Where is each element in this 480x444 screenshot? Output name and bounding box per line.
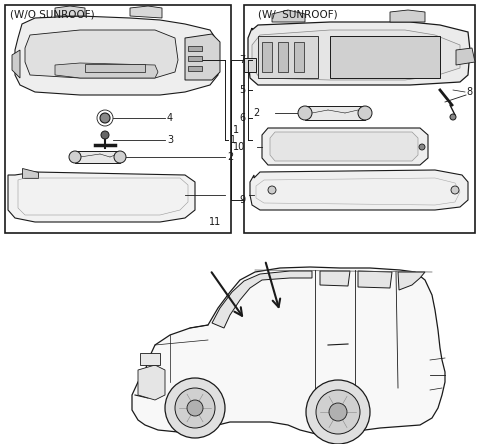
- Polygon shape: [25, 30, 178, 78]
- Polygon shape: [22, 168, 38, 178]
- Polygon shape: [130, 6, 162, 18]
- Polygon shape: [248, 22, 470, 85]
- Text: 10: 10: [233, 142, 245, 152]
- Polygon shape: [252, 30, 460, 80]
- Circle shape: [329, 403, 347, 421]
- Polygon shape: [55, 63, 158, 78]
- Bar: [188, 56, 202, 61]
- Circle shape: [187, 400, 203, 416]
- Circle shape: [165, 378, 225, 438]
- Polygon shape: [132, 267, 445, 435]
- Text: 1: 1: [233, 125, 239, 135]
- Text: 6: 6: [239, 113, 245, 123]
- Polygon shape: [390, 10, 425, 22]
- Polygon shape: [15, 16, 218, 95]
- Polygon shape: [12, 50, 20, 78]
- Text: 11: 11: [209, 217, 221, 227]
- Text: 3: 3: [167, 135, 173, 145]
- Circle shape: [268, 186, 276, 194]
- Bar: [330, 36, 440, 78]
- Polygon shape: [55, 6, 85, 16]
- Text: 2: 2: [253, 108, 259, 118]
- Polygon shape: [250, 170, 468, 210]
- Polygon shape: [262, 128, 428, 165]
- Bar: [5, 5, 231, 233]
- Text: 1: 1: [230, 135, 236, 145]
- Circle shape: [298, 106, 312, 120]
- Polygon shape: [320, 271, 350, 286]
- Bar: [278, 42, 288, 72]
- Bar: [258, 36, 318, 78]
- Bar: [244, 5, 475, 233]
- Circle shape: [316, 390, 360, 434]
- Circle shape: [100, 113, 110, 123]
- Bar: [262, 42, 272, 72]
- Text: 5: 5: [239, 85, 245, 95]
- Bar: [188, 66, 202, 71]
- Circle shape: [175, 388, 215, 428]
- Polygon shape: [138, 365, 165, 400]
- Text: 2: 2: [227, 152, 233, 162]
- Text: (W/O SUNROOF): (W/O SUNROOF): [10, 10, 95, 20]
- Polygon shape: [358, 271, 392, 288]
- Text: 9: 9: [239, 195, 245, 205]
- Polygon shape: [272, 10, 305, 22]
- Polygon shape: [456, 48, 475, 65]
- Bar: [140, 353, 160, 365]
- Text: 7: 7: [239, 55, 245, 65]
- Circle shape: [419, 144, 425, 150]
- Bar: [75, 151, 120, 163]
- Circle shape: [306, 380, 370, 444]
- Bar: [85, 64, 145, 72]
- Polygon shape: [185, 34, 220, 80]
- Circle shape: [358, 106, 372, 120]
- Polygon shape: [270, 132, 418, 161]
- Polygon shape: [8, 172, 195, 222]
- Circle shape: [451, 186, 459, 194]
- Circle shape: [450, 114, 456, 120]
- Polygon shape: [212, 271, 312, 328]
- Bar: [188, 46, 202, 51]
- Circle shape: [114, 151, 126, 163]
- Circle shape: [101, 131, 109, 139]
- Text: 8: 8: [466, 87, 472, 97]
- Circle shape: [69, 151, 81, 163]
- Polygon shape: [398, 272, 425, 290]
- Text: 4: 4: [167, 113, 173, 123]
- Text: (W/  SUNROOF): (W/ SUNROOF): [258, 10, 337, 20]
- Polygon shape: [244, 58, 256, 72]
- Bar: [305, 106, 365, 120]
- Bar: [294, 42, 304, 72]
